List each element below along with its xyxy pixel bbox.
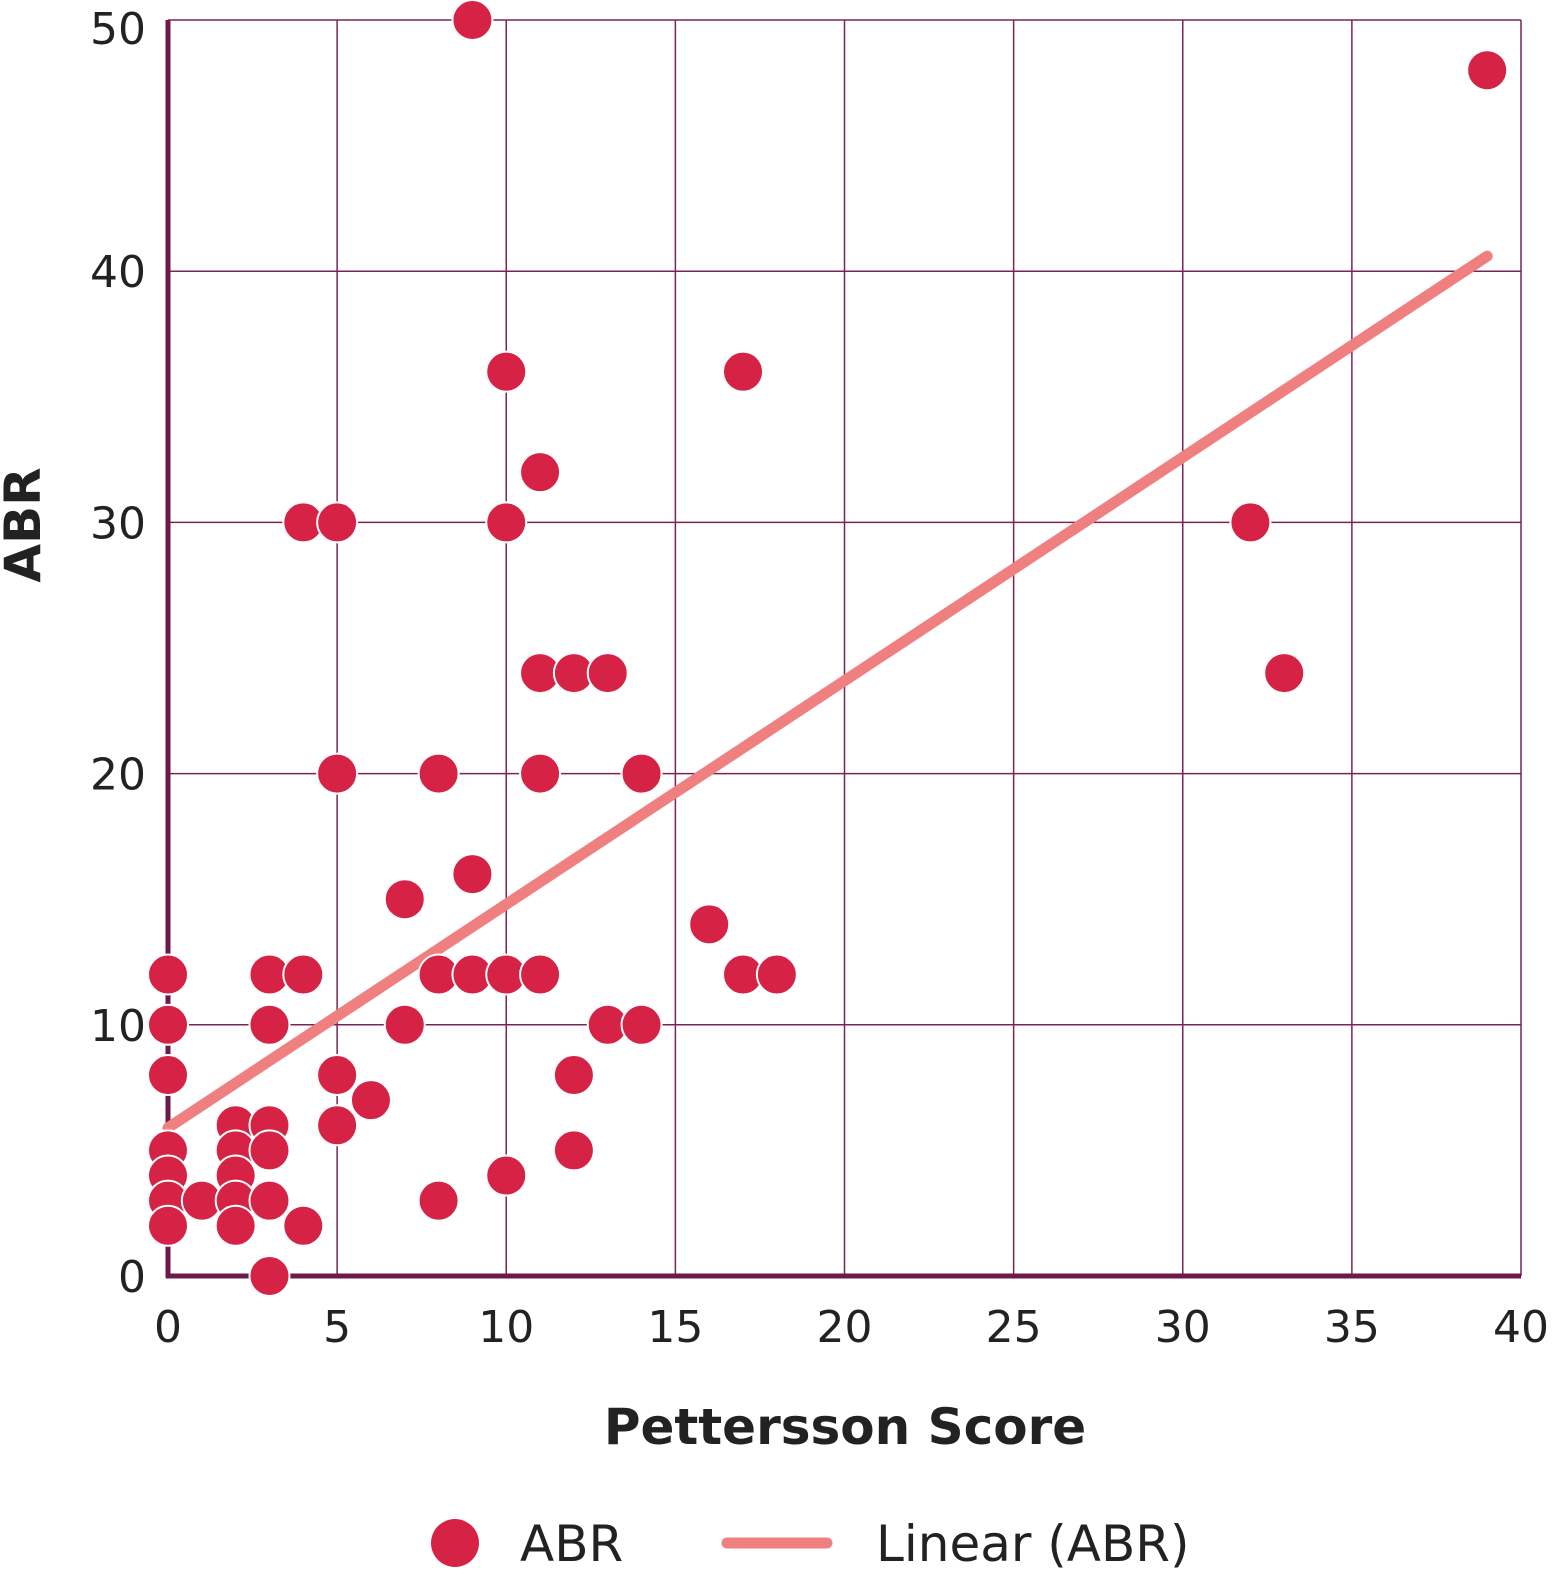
data-point [147, 1204, 189, 1247]
x-tick-label-3: 15 [647, 1302, 703, 1353]
x-axis-title: Pettersson Score [604, 1398, 1086, 1456]
data-point [248, 1179, 291, 1222]
data-point [417, 752, 460, 795]
data-point [147, 953, 189, 996]
data-point [248, 1255, 291, 1297]
data-point [485, 501, 528, 544]
x-tick-label-1: 5 [323, 1302, 351, 1353]
data-point [316, 1054, 359, 1097]
data-point [519, 451, 562, 494]
data-point [1229, 501, 1272, 544]
data-point [1466, 49, 1509, 92]
data-point [383, 878, 426, 921]
legend-point-marker [431, 1519, 479, 1567]
data-point [248, 1003, 291, 1046]
data-point [552, 1054, 595, 1097]
data-point [316, 501, 359, 544]
data-point [519, 953, 562, 996]
data-point [586, 652, 629, 695]
y-tick-label-4: 40 [90, 247, 146, 298]
data-point [316, 1104, 359, 1147]
x-tick-label-7: 35 [1324, 1302, 1380, 1353]
data-point [147, 1003, 189, 1046]
legend-label-abr: ABR [520, 1515, 623, 1573]
data-point [519, 752, 562, 795]
data-point [248, 1129, 291, 1172]
data-point [485, 1154, 528, 1197]
points-layer [147, 0, 1509, 1297]
data-point [417, 1179, 460, 1222]
y-axis-title: ABR [0, 467, 52, 582]
y-tick-label-5: 50 [90, 4, 146, 55]
legend-label-linear: Linear (ABR) [876, 1515, 1190, 1573]
x-tick-labels: 0 5 10 15 20 25 30 35 40 [154, 1302, 1549, 1353]
data-point [383, 1003, 426, 1046]
y-tick-label-2: 20 [90, 750, 146, 801]
y-tick-label-0: 0 [118, 1252, 146, 1303]
x-tick-label-4: 20 [817, 1302, 873, 1353]
data-point [722, 350, 765, 393]
x-tick-label-0: 0 [154, 1302, 182, 1353]
x-tick-label-8: 40 [1493, 1302, 1549, 1353]
data-point [620, 752, 663, 795]
data-point [485, 350, 528, 393]
data-point [620, 1003, 663, 1046]
x-tick-label-6: 30 [1155, 1302, 1211, 1353]
y-tick-labels: 0 10 20 30 40 50 [90, 4, 146, 1303]
trendline [162, 250, 1493, 1134]
y-tick-label-1: 10 [90, 1001, 146, 1052]
x-tick-label-5: 25 [986, 1302, 1042, 1353]
data-point [214, 1204, 257, 1247]
y-tick-label-3: 30 [90, 498, 146, 549]
legend: ABR Linear (ABR) [431, 1515, 1190, 1573]
data-point [1263, 652, 1306, 695]
data-point [282, 953, 325, 996]
data-point [451, 0, 494, 41]
data-point [755, 953, 798, 996]
data-point [451, 853, 494, 896]
data-point [147, 1054, 189, 1097]
data-point [688, 903, 731, 946]
trendline-layer [162, 250, 1493, 1134]
x-tick-label-2: 10 [478, 1302, 534, 1353]
data-point [349, 1079, 392, 1122]
data-point [282, 1204, 325, 1247]
data-point [316, 752, 359, 795]
data-point [552, 1129, 595, 1172]
